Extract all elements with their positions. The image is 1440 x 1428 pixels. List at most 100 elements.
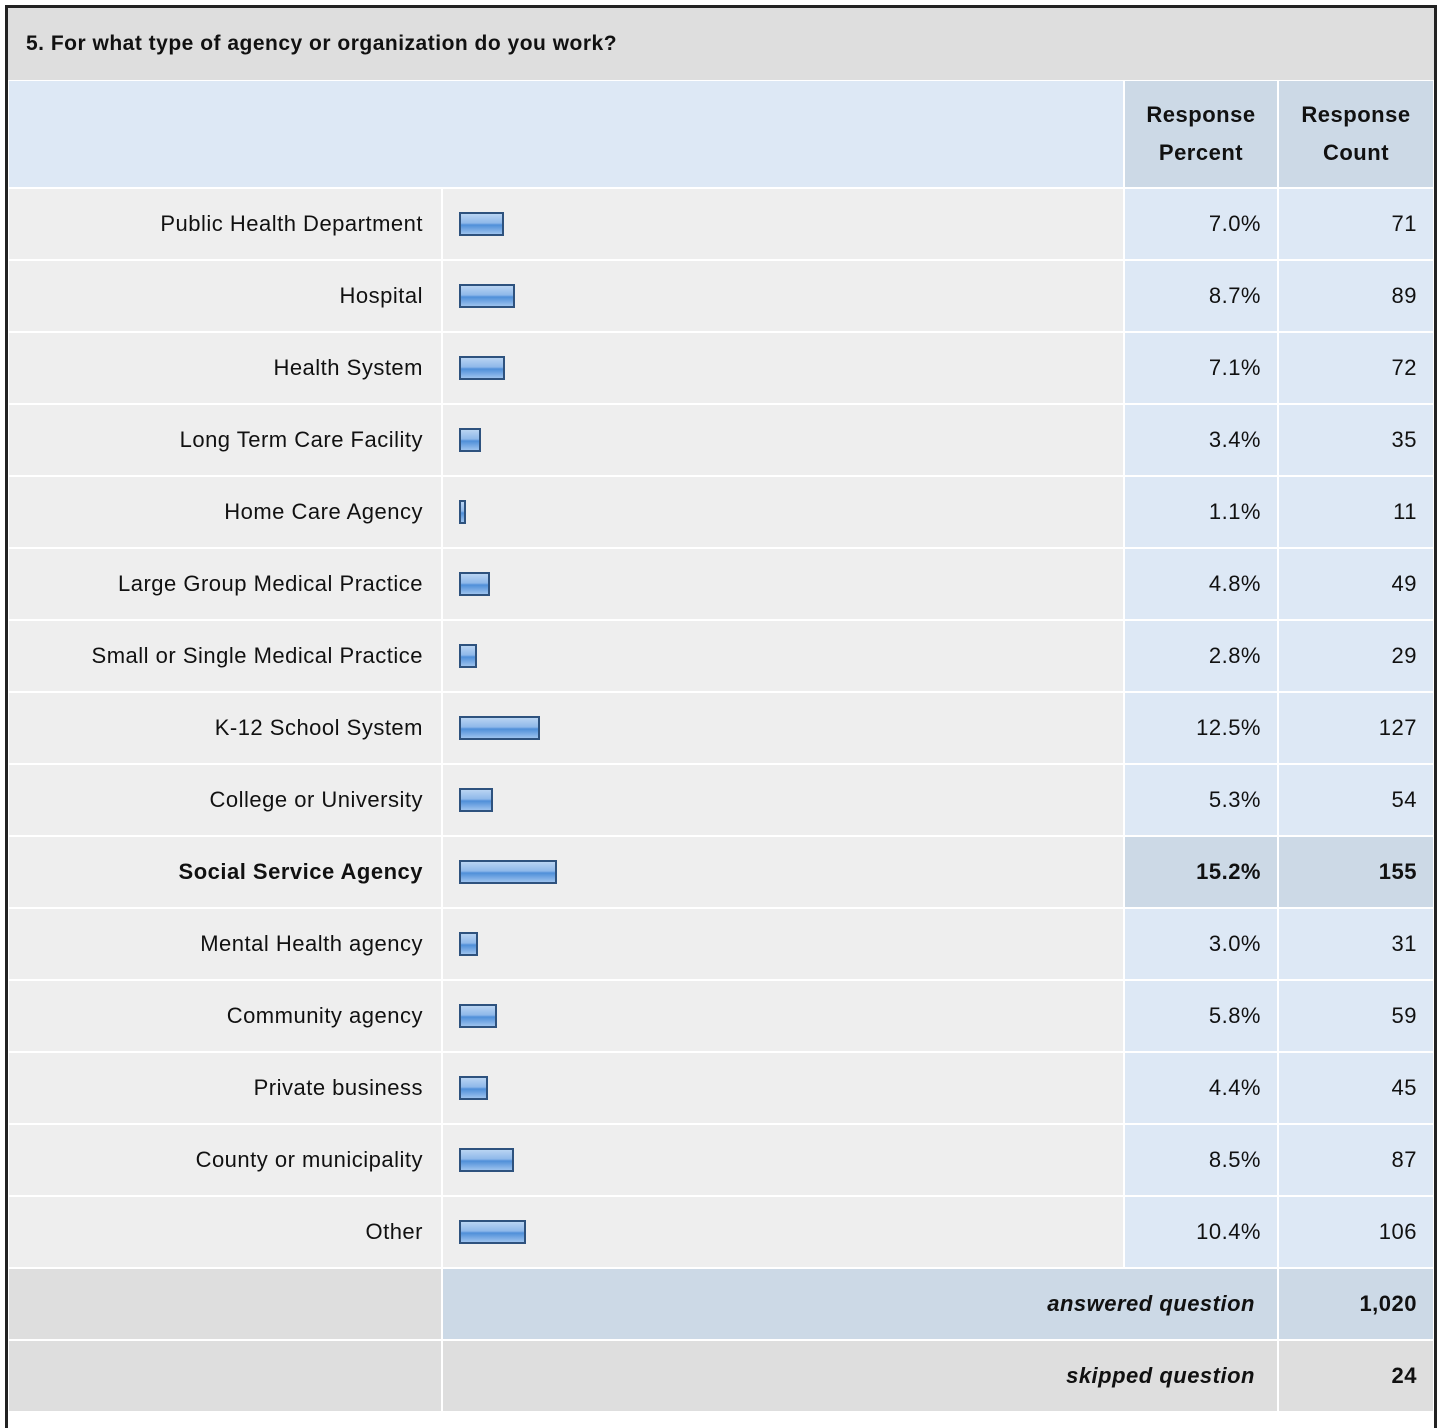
percent-bar bbox=[459, 1004, 497, 1028]
answer-label: County or municipality bbox=[9, 1125, 441, 1195]
answer-label: Small or Single Medical Practice bbox=[9, 621, 441, 691]
bar-cell bbox=[443, 261, 1123, 331]
response-percent: 7.1% bbox=[1125, 333, 1277, 403]
question-title: 5. For what type of agency or organizati… bbox=[8, 8, 1434, 80]
skipped-count: 24 bbox=[1279, 1341, 1433, 1411]
response-percent: 1.1% bbox=[1125, 477, 1277, 547]
answer-label: Home Care Agency bbox=[9, 477, 441, 547]
response-percent: 5.8% bbox=[1125, 981, 1277, 1051]
response-percent: 3.4% bbox=[1125, 405, 1277, 475]
response-percent: 15.2% bbox=[1125, 837, 1277, 907]
percent-bar bbox=[459, 572, 491, 596]
response-count: 31 bbox=[1279, 909, 1433, 979]
response-count: 87 bbox=[1279, 1125, 1433, 1195]
answered-label: answered question bbox=[443, 1269, 1277, 1339]
answer-row: County or municipality 8.5% 87 bbox=[9, 1125, 1433, 1195]
skipped-row: skipped question 24 bbox=[9, 1341, 1433, 1411]
footer-blank bbox=[9, 1341, 441, 1411]
percent-bar bbox=[459, 356, 505, 380]
answer-label: Public Health Department bbox=[9, 189, 441, 259]
response-count: 155 bbox=[1279, 837, 1433, 907]
response-count: 72 bbox=[1279, 333, 1433, 403]
answer-row: Hospital 8.7% 89 bbox=[9, 261, 1433, 331]
response-count: 59 bbox=[1279, 981, 1433, 1051]
bar-cell bbox=[443, 333, 1123, 403]
answer-row: Community agency 5.8% 59 bbox=[9, 981, 1433, 1051]
percent-bar bbox=[459, 932, 479, 956]
percent-bar bbox=[459, 716, 540, 740]
response-percent: 10.4% bbox=[1125, 1197, 1277, 1267]
results-table: Response Percent Response Count Public H… bbox=[7, 79, 1435, 1413]
response-count: 49 bbox=[1279, 549, 1433, 619]
answer-row: Public Health Department 7.0% 71 bbox=[9, 189, 1433, 259]
answer-row: Social Service Agency 15.2% 155 bbox=[9, 837, 1433, 907]
percent-bar bbox=[459, 500, 467, 524]
answer-label: Other bbox=[9, 1197, 441, 1267]
response-percent: 4.4% bbox=[1125, 1053, 1277, 1123]
response-percent: 12.5% bbox=[1125, 693, 1277, 763]
response-count: 106 bbox=[1279, 1197, 1433, 1267]
answer-row: Mental Health agency 3.0% 31 bbox=[9, 909, 1433, 979]
bar-cell bbox=[443, 405, 1123, 475]
answer-label: Hospital bbox=[9, 261, 441, 331]
answer-row: Private business 4.4% 45 bbox=[9, 1053, 1433, 1123]
survey-panel: 5. For what type of agency or organizati… bbox=[5, 5, 1437, 1428]
answer-label: Social Service Agency bbox=[9, 837, 441, 907]
percent-bar bbox=[459, 428, 482, 452]
header-blank bbox=[9, 81, 1123, 187]
bar-cell bbox=[443, 1053, 1123, 1123]
response-count: 127 bbox=[1279, 693, 1433, 763]
response-count: 71 bbox=[1279, 189, 1433, 259]
bar-cell bbox=[443, 981, 1123, 1051]
bar-cell bbox=[443, 1197, 1123, 1267]
header-percent: Response Percent bbox=[1125, 81, 1277, 187]
percent-bar bbox=[459, 284, 516, 308]
bar-cell bbox=[443, 909, 1123, 979]
bar-cell bbox=[443, 765, 1123, 835]
response-count: 54 bbox=[1279, 765, 1433, 835]
response-percent: 5.3% bbox=[1125, 765, 1277, 835]
answer-row: Health System 7.1% 72 bbox=[9, 333, 1433, 403]
answer-row: K-12 School System 12.5% 127 bbox=[9, 693, 1433, 763]
answered-row: answered question 1,020 bbox=[9, 1269, 1433, 1339]
response-count: 89 bbox=[1279, 261, 1433, 331]
percent-bar bbox=[459, 212, 505, 236]
response-count: 35 bbox=[1279, 405, 1433, 475]
answer-row: College or University 5.3% 54 bbox=[9, 765, 1433, 835]
response-percent: 3.0% bbox=[1125, 909, 1277, 979]
bar-cell bbox=[443, 693, 1123, 763]
bar-cell bbox=[443, 621, 1123, 691]
answer-row: Small or Single Medical Practice 2.8% 29 bbox=[9, 621, 1433, 691]
response-percent: 8.7% bbox=[1125, 261, 1277, 331]
response-count: 29 bbox=[1279, 621, 1433, 691]
bar-cell bbox=[443, 477, 1123, 547]
percent-bar bbox=[459, 1220, 527, 1244]
answer-row: Other 10.4% 106 bbox=[9, 1197, 1433, 1267]
table-body: Response Percent Response Count Public H… bbox=[9, 81, 1433, 1411]
answered-count: 1,020 bbox=[1279, 1269, 1433, 1339]
answer-label: Community agency bbox=[9, 981, 441, 1051]
bar-cell bbox=[443, 837, 1123, 907]
bar-cell bbox=[443, 1125, 1123, 1195]
percent-bar bbox=[459, 860, 558, 884]
bar-cell bbox=[443, 549, 1123, 619]
header-row: Response Percent Response Count bbox=[9, 81, 1433, 187]
answer-label: Health System bbox=[9, 333, 441, 403]
response-percent: 4.8% bbox=[1125, 549, 1277, 619]
header-count: Response Count bbox=[1279, 81, 1433, 187]
response-percent: 2.8% bbox=[1125, 621, 1277, 691]
answer-row: Long Term Care Facility 3.4% 35 bbox=[9, 405, 1433, 475]
response-percent: 7.0% bbox=[1125, 189, 1277, 259]
percent-bar bbox=[459, 644, 478, 668]
response-percent: 8.5% bbox=[1125, 1125, 1277, 1195]
answer-label: K-12 School System bbox=[9, 693, 441, 763]
answer-row: Large Group Medical Practice 4.8% 49 bbox=[9, 549, 1433, 619]
response-count: 11 bbox=[1279, 477, 1433, 547]
answer-label: Large Group Medical Practice bbox=[9, 549, 441, 619]
skipped-label: skipped question bbox=[443, 1341, 1277, 1411]
percent-bar bbox=[459, 1076, 488, 1100]
percent-bar bbox=[459, 1148, 515, 1172]
answer-label: College or University bbox=[9, 765, 441, 835]
footer-blank bbox=[9, 1269, 441, 1339]
bar-cell bbox=[443, 189, 1123, 259]
